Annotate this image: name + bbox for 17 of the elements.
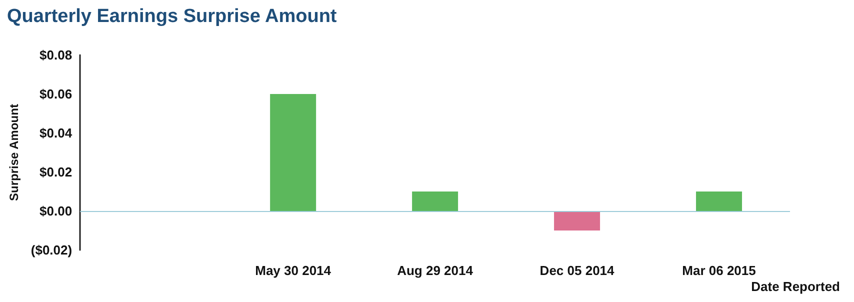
x-tick-label: Mar 06 2015 xyxy=(682,263,756,278)
x-tick-label: May 30 2014 xyxy=(255,263,332,278)
x-tick-label: Dec 05 2014 xyxy=(540,263,616,278)
y-tick-label: $0.00 xyxy=(40,204,72,218)
y-tick-label: $0.04 xyxy=(40,126,73,140)
chart-title: Quarterly Earnings Surprise Amount xyxy=(7,6,338,27)
bar xyxy=(554,211,600,230)
bar xyxy=(270,94,316,211)
y-axis-title: Surprise Amount xyxy=(7,104,21,201)
y-tick-label: $0.06 xyxy=(40,86,72,102)
x-axis-title: Date Reported xyxy=(751,279,840,294)
bar xyxy=(696,192,742,211)
y-tick-label: $0.02 xyxy=(40,164,72,180)
y-tick-label: $0.08 xyxy=(40,48,72,62)
x-tick-label: Aug 29 2014 xyxy=(397,263,474,278)
bar xyxy=(412,192,458,211)
y-tick-label: ($0.02) xyxy=(30,242,72,258)
